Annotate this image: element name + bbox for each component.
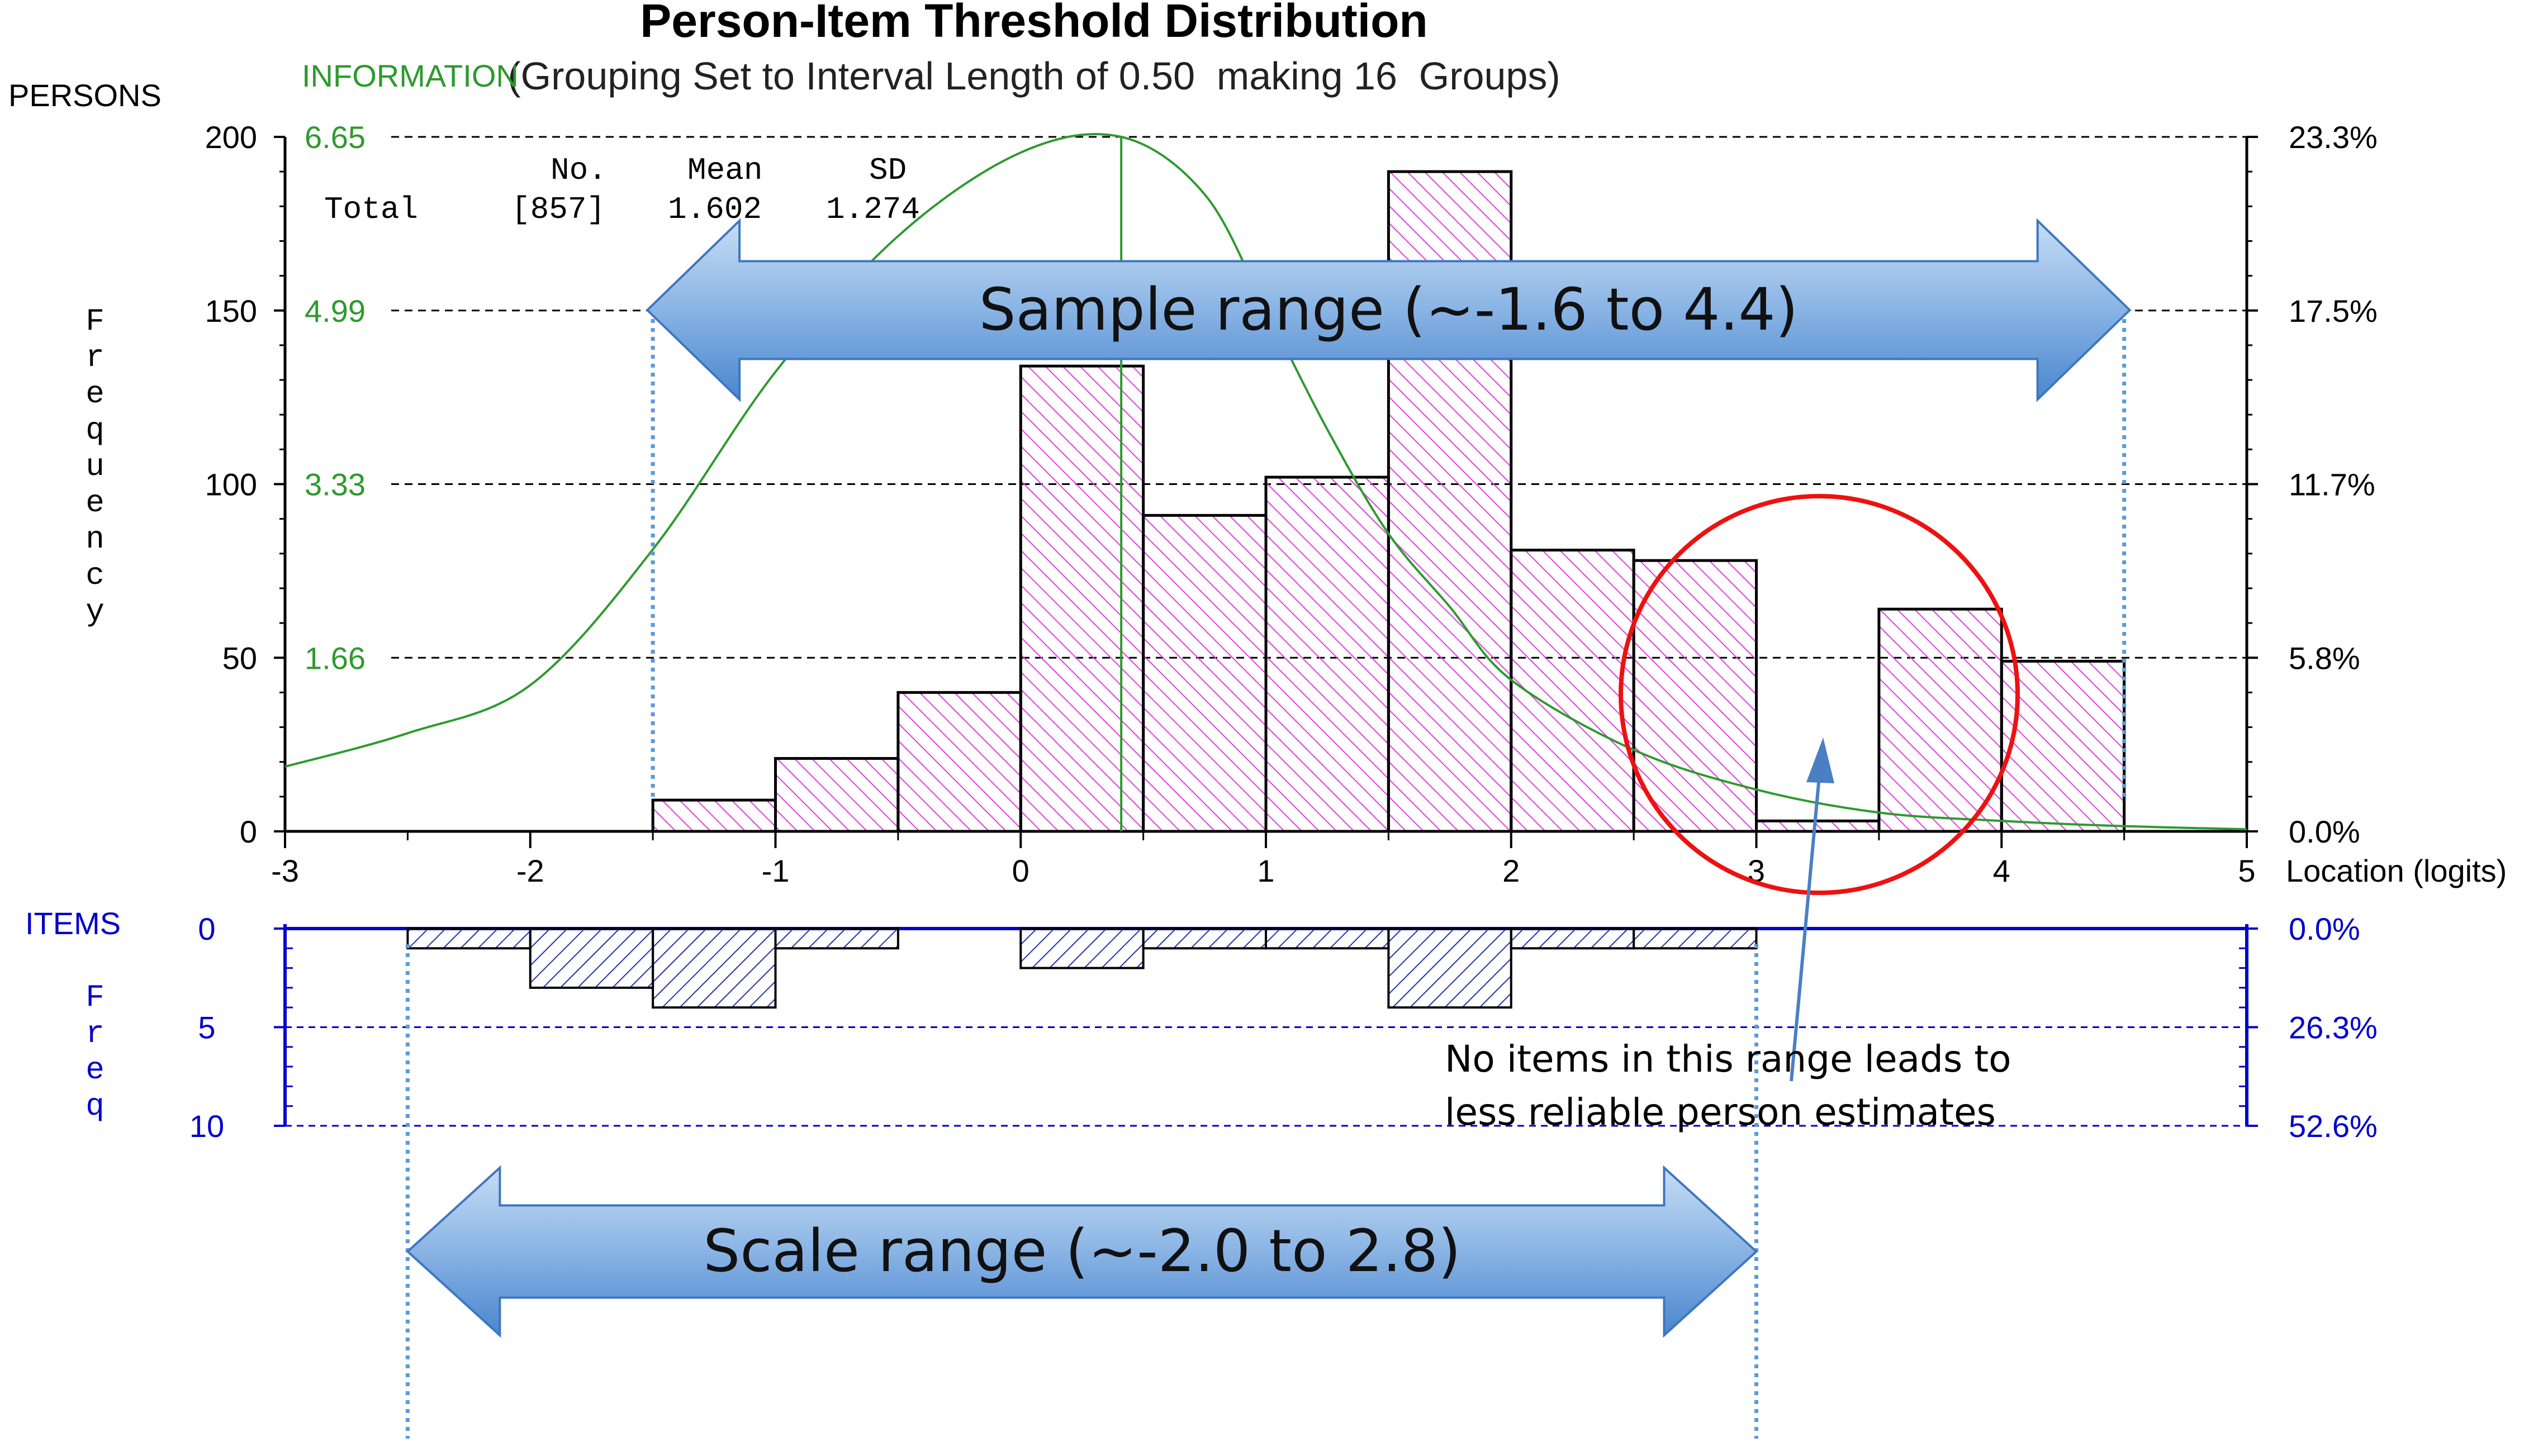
persons-bar [1510,549,1635,833]
persons-y-tick-label: 150 [205,293,257,329]
x-tick-label: 5 [2238,853,2255,888]
callout-text-line: less reliable person estimates [1445,1091,1996,1134]
persons-y-tick-label: 200 [205,120,257,155]
items-bar [652,927,777,1009]
persons-bar [1632,559,1758,833]
x-tick-label: -3 [271,853,299,888]
persons-bar [774,756,900,833]
items-axis-label-char: r [86,1016,105,1051]
persons-percent-tick-label: 17.5% [2289,293,2378,329]
persons-y-tick-label: 0 [240,814,257,849]
scale-range-label: Scale range (~-2.0 to 2.8) [703,1217,1460,1285]
items-percent-tick-label: 26.3% [2289,1010,2378,1045]
persons-axis-label-char: c [86,558,105,593]
stats-header-mean: Mean [687,153,762,188]
persons-percent-tick-label: 0.0% [2289,814,2360,849]
sample-range-label: Sample range (~-1.6 to 4.4) [979,275,1799,344]
items-bar [406,927,532,950]
x-tick-label: 4 [1993,853,2010,888]
x-tick-label: -1 [762,853,790,888]
x-tick-label: 2 [1502,853,1520,888]
information-tick-label: 4.99 [305,293,366,329]
stats-header-sd: SD [869,153,907,188]
chart-marks: 0 0.0%50 5.8%100 11.7%150 17.5%200 23.3%1.663… [25,120,2507,1439]
x-tick-label: 0 [1012,853,1029,888]
persons-bar [651,798,777,833]
items-y-tick-label: 10 [189,1108,224,1144]
items-percent-tick-label: 52.6% [2289,1108,2378,1144]
stats-row-label: Total [324,192,418,227]
items-bar [1633,927,1758,950]
x-tick-label: -2 [516,853,544,888]
stats-sd: 1.274 [826,192,920,227]
persons-bar [2000,659,2126,833]
persons-stats: No. Mean SD Total [857] 1.602 1.274 [324,153,920,227]
persons-bar [1877,607,2003,833]
information-tick-label: 6.65 [305,120,366,155]
persons-axis-label-char: F [86,303,105,339]
information-tick-label: 1.66 [305,640,366,675]
persons-percent-tick-label: 23.3% [2289,120,2378,155]
items-axis-label-char: e [86,1052,105,1088]
persons-bar [1019,364,1145,833]
items-bar [1387,927,1512,1009]
persons-axis-label-char: e [86,376,105,412]
items-axis-label-char: F [86,979,105,1015]
x-axis-label: Location (logits) [2286,853,2507,888]
items-bar [1510,927,1635,950]
items-percent-tick-label: 0.0% [2289,911,2360,946]
persons-axis-label-char: n [86,521,105,557]
x-tick-label: 1 [1257,853,1274,888]
persons-axis-label-char: r [86,340,105,375]
callout-text-line: No items in this range leads to [1445,1038,2011,1081]
persons-bar [1264,475,1390,833]
callout-arrow-line [1790,776,1821,1082]
items-panel-label: ITEMS [25,906,121,941]
persons-bar [1142,513,1268,833]
persons-percent-tick-label: 5.8% [2289,640,2360,675]
persons-percent-tick-label: 11.7% [2289,467,2375,502]
persons-y-tick-label: 100 [205,467,257,502]
stats-count: [857] [511,192,605,227]
persons-y-tick-label: 50 [222,640,257,675]
gap-highlight-circle [1619,494,2020,895]
items-y-tick-label: 0 [198,911,215,946]
items-bar [1019,927,1145,969]
scale-range-arrow [406,1165,1758,1338]
items-bar [774,927,899,950]
chart-title: Person-Item Threshold Distribution [640,0,1427,47]
chart-subtitle: (Grouping Set to Interval Length of 0.50… [507,54,1560,98]
items-y-tick-label: 5 [198,1010,215,1045]
information-label: INFORMATION [302,58,519,93]
persons-axis-label-char: e [86,485,105,521]
sample-range-arrow [646,218,2132,402]
items-axis-label-char: q [86,1088,105,1124]
persons-axis-label-char: q [86,412,105,448]
persons-axis-label-char: u [86,449,105,484]
stats-mean: 1.602 [668,192,762,227]
items-bar [529,927,654,989]
persons-axis-label-char: y [86,594,105,630]
stats-header-no: No. [551,153,607,188]
information-tick-label: 3.33 [305,467,366,502]
items-bar [1142,927,1267,950]
persons-bar [1755,819,1881,833]
persons-panel-label: PERSONS [8,78,162,113]
items-bar [1265,927,1390,950]
callout-arrowhead [1806,737,1834,783]
persons-bar [896,691,1022,833]
